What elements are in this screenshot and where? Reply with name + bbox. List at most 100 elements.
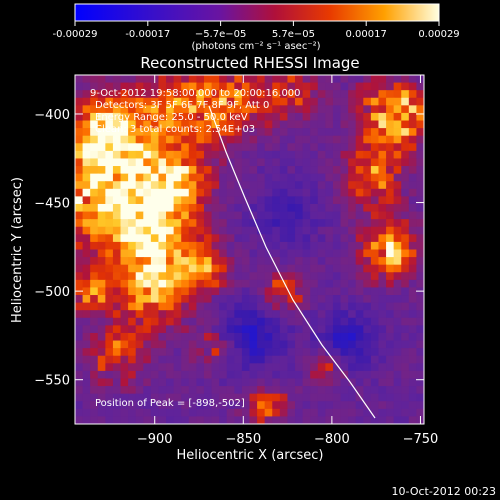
heatmap-cell [105, 128, 114, 137]
heatmap-cell [332, 272, 342, 281]
heatmap-cell [325, 355, 334, 364]
heatmap-cell [219, 226, 228, 235]
heatmap-cell [219, 143, 228, 152]
heatmap-cell [355, 211, 364, 220]
heatmap-cell [166, 317, 175, 326]
heatmap-cell [150, 241, 160, 251]
heatmap-cell [241, 128, 251, 137]
heatmap-cell [166, 143, 175, 152]
heatmap-cell [272, 317, 281, 326]
heatmap-cell [203, 188, 213, 197]
heatmap-cell [97, 226, 106, 235]
heatmap-cell [211, 128, 220, 137]
heatmap-cell [393, 302, 402, 311]
heatmap-cell [82, 196, 91, 205]
heatmap-cell [97, 82, 106, 91]
heatmap-cell [158, 295, 167, 304]
heatmap-cell [264, 135, 273, 144]
heatmap-cell [386, 219, 395, 228]
heatmap-cell [97, 135, 106, 144]
heatmap-cell [75, 135, 84, 144]
heatmap-cell [75, 82, 84, 91]
heatmap-cell [386, 90, 395, 99]
heatmap-cell [295, 241, 304, 251]
heatmap-cell [241, 295, 251, 304]
heatmap-cell [302, 408, 311, 418]
heatmap-cell [219, 211, 228, 220]
heatmap-cell [363, 188, 372, 197]
heatmap-cell [211, 150, 220, 160]
heatmap-cell [408, 128, 418, 137]
heatmap-cell [173, 188, 182, 197]
heatmap-cell [378, 181, 387, 190]
heatmap-cell [196, 173, 205, 182]
heatmap-cell [211, 287, 220, 296]
heatmap-cell [203, 97, 213, 106]
heatmap-cell [219, 363, 228, 372]
heatmap-cell [143, 386, 152, 395]
heatmap-cell [295, 416, 304, 424]
heatmap-cell [219, 166, 228, 175]
heatmap-cell [181, 295, 190, 304]
heatmap-cell [363, 332, 372, 342]
heatmap-cell [112, 143, 122, 152]
heatmap-cell [188, 295, 197, 304]
heatmap-cell [82, 295, 91, 304]
heatmap-cell [196, 279, 205, 289]
heatmap-cell [249, 90, 258, 99]
heatmap-cell [378, 112, 387, 122]
heatmap-cell [393, 97, 402, 106]
heatmap-cell [196, 257, 205, 266]
heatmap-cell [241, 264, 251, 273]
heatmap-cell [378, 272, 387, 281]
heatmap-cell [249, 317, 258, 326]
heatmap-cell [378, 264, 387, 273]
heatmap-cell [75, 257, 84, 266]
heatmap-cell [310, 211, 319, 220]
heatmap-cell [128, 173, 137, 182]
heatmap-cell [401, 82, 410, 91]
heatmap-cell [241, 249, 251, 258]
heatmap-cell [226, 287, 235, 296]
heatmap-cell [340, 97, 349, 106]
heatmap-cell [317, 332, 326, 342]
heatmap-cell [295, 143, 304, 152]
heatmap-cell [348, 386, 357, 395]
heatmap-cell [173, 287, 182, 296]
heatmap-cell [97, 370, 106, 380]
heatmap-cell [408, 112, 418, 122]
heatmap-cell [143, 401, 152, 410]
heatmap-cell [143, 120, 152, 129]
heatmap-cell [173, 135, 182, 144]
heatmap-cell [188, 135, 197, 144]
heatmap-cell [401, 386, 410, 395]
heatmap-cell [378, 203, 387, 213]
heatmap-cell [378, 234, 387, 243]
heatmap-cell [386, 408, 395, 418]
heatmap-cell [82, 363, 91, 372]
heatmap-cell [150, 363, 160, 372]
heatmap-cell [325, 317, 334, 326]
heatmap-cell [408, 203, 418, 213]
heatmap-cell [211, 302, 220, 311]
heatmap-cell [219, 332, 228, 342]
heatmap-cell [408, 249, 418, 258]
heatmap-cell [249, 173, 258, 182]
heatmap-cell [105, 310, 114, 319]
x-tick-label: −800 [314, 432, 350, 447]
heatmap-cell [287, 340, 296, 349]
heatmap-cell [325, 166, 334, 175]
heatmap-cell [143, 363, 152, 372]
heatmap-cell [401, 257, 410, 266]
heatmap-cell [211, 105, 220, 114]
heatmap-cell [340, 226, 349, 235]
heatmap-cell [234, 226, 243, 235]
heatmap-cell [234, 211, 243, 220]
heatmap-cell [120, 97, 129, 106]
heatmap-cell [378, 340, 387, 349]
heatmap-cell [408, 287, 418, 296]
heatmap-cell [75, 226, 84, 235]
heatmap-cell [150, 143, 160, 152]
heatmap-cell [348, 75, 357, 84]
heatmap-cell [105, 143, 114, 152]
